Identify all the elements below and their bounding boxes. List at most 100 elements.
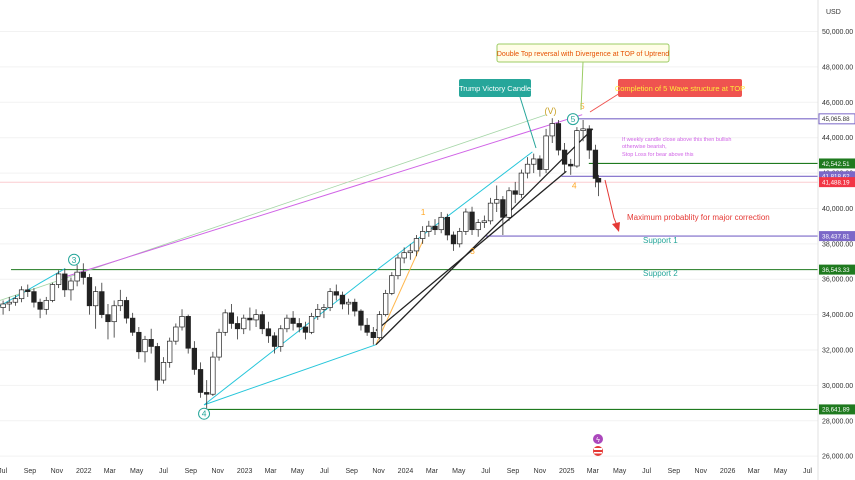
candle xyxy=(469,206,475,235)
candle xyxy=(592,144,599,188)
candle xyxy=(494,185,500,212)
candle xyxy=(574,127,580,168)
trendline[interactable] xyxy=(203,344,377,406)
trendline[interactable] xyxy=(375,240,424,345)
x-tick-label: Jul xyxy=(481,468,490,475)
candle xyxy=(228,304,235,329)
x-tick-label: Mar xyxy=(104,468,117,475)
price-level-tag-text: 28,641.89 xyxy=(822,407,850,414)
trendline[interactable] xyxy=(0,268,66,307)
wave-labels: 3 4 1 3 (V) 55 4 xyxy=(68,101,585,420)
trump-victory-callout xyxy=(459,79,531,97)
candle xyxy=(290,311,296,331)
price-level-tag xyxy=(819,158,855,169)
x-tick-label: 2023 xyxy=(237,468,253,475)
event-icons[interactable]: ϟ xyxy=(593,434,603,456)
candle xyxy=(395,254,401,280)
candle xyxy=(543,128,549,174)
us-flag-icon[interactable] xyxy=(593,446,603,456)
x-tick-label: Jul xyxy=(320,468,329,475)
time-axis[interactable]: Jul Sep Nov 2022 Mar May Jul Sep Nov 2023 Mar May Ju… xyxy=(0,468,812,475)
trendline[interactable] xyxy=(0,114,547,301)
x-tick-label: Nov xyxy=(51,468,64,475)
x-tick-label: Mar xyxy=(748,468,761,475)
candle xyxy=(222,309,228,336)
candle xyxy=(364,318,370,336)
candle xyxy=(426,220,432,237)
price-level-tag-text: 41,818.62 xyxy=(822,174,850,181)
x-tick-label: Nov xyxy=(372,468,385,475)
candle xyxy=(321,304,327,319)
candle xyxy=(413,235,420,257)
weekly-note-line-1: If weekly candle close above this then b… xyxy=(622,137,731,143)
x-tick-label: Nov xyxy=(211,468,224,475)
wave-label: 3 xyxy=(72,255,77,265)
candle xyxy=(154,342,160,391)
candle xyxy=(296,318,302,333)
trump-victory-text: Trump Victory Candle xyxy=(459,84,531,93)
candle xyxy=(92,286,99,329)
candle xyxy=(531,153,537,174)
trendline[interactable] xyxy=(203,268,379,406)
candle xyxy=(160,357,167,384)
weekly-note-line-2: otherwise bearish, xyxy=(622,144,667,150)
candle xyxy=(18,286,25,303)
candle xyxy=(86,273,93,315)
x-tick-label: Mar xyxy=(587,468,600,475)
y-tick-label: 30,000.00 xyxy=(822,383,853,390)
wave-label: (V) xyxy=(544,106,556,116)
candle xyxy=(204,380,210,409)
candle xyxy=(518,169,525,198)
candle xyxy=(253,309,259,327)
candle xyxy=(185,314,191,354)
support-2-label: Support 2 xyxy=(643,269,678,278)
wave-label: 1 xyxy=(421,207,426,217)
candle xyxy=(12,295,19,306)
candle xyxy=(25,284,31,297)
wave-label: 5 xyxy=(580,101,585,111)
y-tick-label: 50,000.00 xyxy=(822,29,853,36)
candle xyxy=(117,289,123,312)
candle xyxy=(308,312,315,335)
candle xyxy=(315,304,321,320)
candle xyxy=(506,187,512,221)
candle xyxy=(537,155,543,177)
candle xyxy=(352,298,358,317)
y-tick-label: 48,000.00 xyxy=(822,64,853,71)
event-lightning-icon[interactable] xyxy=(593,434,603,444)
candle xyxy=(358,309,364,331)
grid xyxy=(0,31,818,457)
candle xyxy=(265,321,272,343)
candle xyxy=(524,157,531,179)
trendline[interactable] xyxy=(375,170,567,332)
x-tick-label: May xyxy=(774,468,788,475)
candle xyxy=(339,291,346,310)
candle xyxy=(302,321,309,340)
x-tick-label: 2022 xyxy=(76,468,92,475)
candle xyxy=(444,213,450,241)
candle xyxy=(62,268,68,297)
candle xyxy=(142,335,148,363)
candle xyxy=(432,219,438,235)
y-tick-label: 36,000.00 xyxy=(822,277,853,284)
candle xyxy=(197,362,204,398)
x-tick-label: 2026 xyxy=(720,468,736,475)
double-top-text: Double Top reversal with Divergence at T… xyxy=(497,51,669,58)
trendline[interactable] xyxy=(62,114,583,278)
candle xyxy=(389,272,395,296)
five-wave-callout xyxy=(618,79,742,97)
candle xyxy=(99,282,105,319)
price-level-tag xyxy=(819,171,855,182)
candle xyxy=(0,300,6,315)
candle xyxy=(173,323,179,345)
candle xyxy=(210,351,216,396)
candle xyxy=(463,208,469,235)
price-level-tag-text: 36,543.33 xyxy=(822,267,850,274)
trendline[interactable] xyxy=(375,128,594,346)
candle xyxy=(271,332,278,354)
five-wave-text: Completion of 5 Wave structure at TOP xyxy=(615,84,745,93)
x-tick-label: May xyxy=(291,468,305,475)
candle xyxy=(595,174,602,197)
candle xyxy=(512,181,518,204)
